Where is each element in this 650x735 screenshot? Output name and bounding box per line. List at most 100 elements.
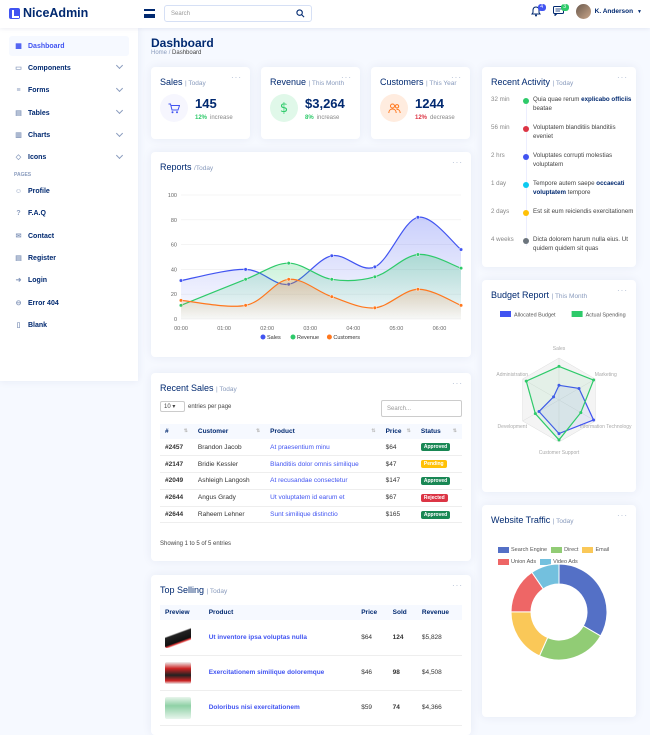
- sidebar-item-blank[interactable]: ▯ Blank: [9, 316, 129, 336]
- radar-point[interactable]: [592, 378, 596, 382]
- column-header[interactable]: Price ⇅: [380, 424, 416, 439]
- more-options-icon[interactable]: ···: [341, 73, 352, 82]
- logo[interactable]: NiceAdmin: [9, 6, 88, 20]
- sidebar-item-icons[interactable]: ◇ Icons: [9, 148, 129, 168]
- radar-point[interactable]: [557, 383, 561, 387]
- more-options-icon[interactable]: ···: [451, 73, 462, 82]
- product-link[interactable]: Ut inventore ipsa voluptas nulla: [208, 633, 307, 641]
- donut-slice-search-engine[interactable]: [558, 563, 608, 637]
- product-link[interactable]: Exercitationem similique doloremque: [208, 669, 325, 676]
- radar-point[interactable]: [579, 411, 583, 415]
- donut-slice-direct[interactable]: [538, 625, 602, 661]
- sidebar-item-contact[interactable]: ✉ Contact: [9, 226, 129, 246]
- product-image[interactable]: [165, 661, 191, 684]
- sidebar-item-forms[interactable]: ≡ Forms: [9, 81, 129, 101]
- sidebar-item-profile[interactable]: ☺ Profile: [9, 181, 129, 201]
- breadcrumb-home[interactable]: Home: [151, 50, 168, 56]
- product-image[interactable]: [165, 626, 191, 649]
- sidebar-item-tables[interactable]: ▤ Tables: [9, 103, 129, 123]
- data-point[interactable]: [178, 278, 184, 283]
- radar-point[interactable]: [577, 386, 581, 390]
- product-link[interactable]: At praesentium minu: [270, 443, 330, 451]
- order-id[interactable]: #2457: [160, 439, 193, 457]
- data-point[interactable]: [243, 277, 248, 282]
- column-header[interactable]: Product ⇅: [265, 424, 381, 439]
- product-link[interactable]: Ut voluptatem id earum et: [270, 494, 345, 502]
- column-header[interactable]: Customer ⇅: [192, 424, 266, 439]
- sidebar-item-login[interactable]: ➜ Login: [9, 271, 129, 291]
- legend-label[interactable]: Allocated Budget: [514, 313, 556, 319]
- legend-item[interactable]: Email: [582, 545, 609, 555]
- data-point[interactable]: [372, 305, 377, 310]
- product-link[interactable]: Doloribus nisi exercitationem: [208, 704, 300, 711]
- order-id[interactable]: #2147: [160, 455, 193, 474]
- data-point[interactable]: [415, 287, 420, 292]
- sidebar-item-dashboard[interactable]: ▦ Dashboard: [9, 36, 129, 56]
- table-search-input[interactable]: Search...: [381, 400, 462, 417]
- radar-point[interactable]: [524, 379, 528, 383]
- radar-point[interactable]: [537, 410, 541, 414]
- order-id[interactable]: #2644: [160, 506, 193, 524]
- search-icon[interactable]: [296, 9, 305, 18]
- legend-item[interactable]: Search Engine: [498, 545, 547, 555]
- sidebar-item-register[interactable]: ▤ Register: [9, 249, 129, 269]
- donut-slice-video-ads[interactable]: [531, 563, 560, 590]
- order-id[interactable]: #2049: [160, 472, 193, 490]
- data-point[interactable]: [458, 266, 464, 271]
- sidebar-item-components[interactable]: ▭ Components: [9, 58, 129, 78]
- sidebar-item-error-404[interactable]: ⊖ Error 404: [9, 293, 129, 313]
- more-options-icon[interactable]: ···: [452, 379, 463, 388]
- search-input[interactable]: Search: [164, 5, 312, 22]
- data-point[interactable]: [458, 303, 464, 308]
- more-options-icon[interactable]: ···: [617, 73, 628, 82]
- data-point[interactable]: [286, 277, 291, 282]
- user-menu[interactable]: K. Anderson ▼: [575, 4, 642, 19]
- data-point[interactable]: [415, 252, 420, 257]
- radar-point[interactable]: [557, 438, 561, 442]
- data-point[interactable]: [415, 215, 420, 220]
- radar-point[interactable]: [552, 395, 556, 399]
- more-options-icon[interactable]: ···: [617, 286, 628, 295]
- legend-item[interactable]: Video Ads: [540, 557, 578, 567]
- legend-label[interactable]: Customers: [333, 335, 360, 341]
- data-point[interactable]: [286, 261, 291, 266]
- data-point[interactable]: [329, 253, 334, 258]
- data-point[interactable]: [243, 303, 248, 308]
- sidebar-item-f-a-q[interactable]: ? F.A.Q: [9, 204, 129, 224]
- legend-label[interactable]: Sales: [267, 335, 281, 341]
- data-point[interactable]: [243, 267, 248, 272]
- data-point[interactable]: [329, 294, 334, 299]
- column-header[interactable]: # ⇅: [160, 424, 193, 439]
- product-link[interactable]: Blanditiis dolor omnis similique: [270, 460, 359, 468]
- product-image[interactable]: [165, 696, 191, 719]
- activity-text-bold[interactable]: occaecati voluptatem: [533, 180, 625, 196]
- legend-item[interactable]: Direct: [551, 545, 578, 555]
- sidebar-item-charts[interactable]: ▥ Charts: [9, 126, 129, 146]
- chat-icon[interactable]: 3: [553, 3, 569, 18]
- radar-point[interactable]: [533, 412, 537, 416]
- product-link[interactable]: Sunt similique distinctio: [270, 511, 338, 519]
- data-point[interactable]: [329, 277, 334, 282]
- more-options-icon[interactable]: ···: [617, 511, 628, 520]
- donut-slice-email[interactable]: [510, 611, 549, 657]
- legend-item[interactable]: Union Ads: [498, 557, 536, 567]
- radar-point[interactable]: [592, 418, 596, 422]
- more-options-icon[interactable]: ···: [231, 73, 242, 82]
- more-options-icon[interactable]: ···: [452, 158, 463, 167]
- data-point[interactable]: [178, 298, 184, 303]
- radar-point[interactable]: [557, 364, 561, 368]
- legend-label[interactable]: Revenue: [297, 335, 319, 341]
- data-point[interactable]: [372, 274, 377, 279]
- column-header[interactable]: Status ⇅: [415, 424, 462, 439]
- activity-text-bold[interactable]: explicabo officiis: [581, 96, 632, 103]
- legend-label[interactable]: Actual Spending: [586, 313, 626, 319]
- order-id[interactable]: #2644: [160, 489, 193, 507]
- menu-toggle-icon[interactable]: [144, 9, 155, 18]
- bell-icon[interactable]: 4: [530, 3, 546, 18]
- product-link[interactable]: At recusandae consectetur: [270, 477, 348, 485]
- data-point[interactable]: [372, 264, 377, 269]
- radar-point[interactable]: [557, 432, 561, 436]
- more-options-icon[interactable]: ···: [452, 581, 463, 590]
- data-point[interactable]: [458, 247, 464, 252]
- per-page-select[interactable]: 10 ▾: [160, 401, 185, 412]
